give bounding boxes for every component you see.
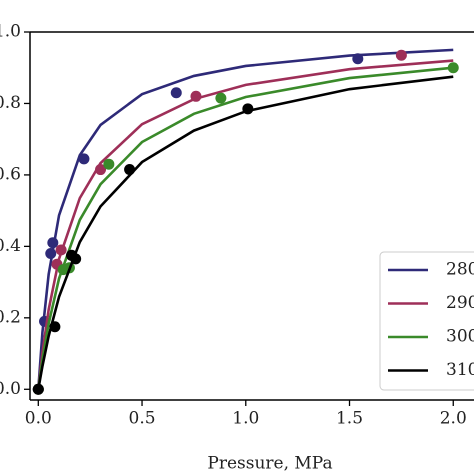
y-tick-label: 0.6 (0, 164, 21, 184)
legend-box (379, 251, 474, 391)
legend-label: 290 (446, 293, 474, 313)
x-tick-label: 0.0 (25, 409, 52, 429)
data-point (242, 103, 254, 115)
x-tick-label: 2.0 (440, 409, 467, 429)
data-point (32, 383, 44, 395)
data-point (95, 164, 107, 176)
data-point (190, 90, 202, 102)
data-point (215, 92, 227, 104)
x-tick-label: 1.5 (336, 409, 363, 429)
fit-line (37, 48, 454, 390)
x-axis-label: Pressure, MPa (207, 454, 332, 474)
fit-line (37, 59, 454, 390)
legend-label: 310 (446, 360, 474, 380)
data-point (55, 244, 67, 256)
data-point (49, 321, 61, 333)
data-point (70, 253, 82, 265)
fit-line (37, 66, 454, 390)
fit-line (37, 75, 454, 390)
y-tick-label: 0.8 (0, 93, 21, 113)
data-point (103, 158, 115, 170)
legend-label: 280 (446, 260, 474, 280)
data-point (352, 53, 364, 65)
y-tick-label: 0.4 (0, 236, 21, 256)
y-tick-label: 1.0 (0, 22, 21, 42)
y-tick-label: 0.2 (0, 307, 21, 327)
y-tick-label: 0.0 (0, 379, 21, 399)
data-point (45, 248, 57, 260)
data-point (124, 164, 136, 176)
data-point (395, 49, 407, 61)
data-point (47, 237, 59, 249)
x-tick-label: 1.0 (232, 409, 259, 429)
data-point (78, 153, 90, 165)
legend-label: 300 (446, 327, 474, 347)
data-point (447, 62, 459, 74)
data-point (170, 87, 182, 99)
x-tick-label: 0.5 (129, 409, 156, 429)
